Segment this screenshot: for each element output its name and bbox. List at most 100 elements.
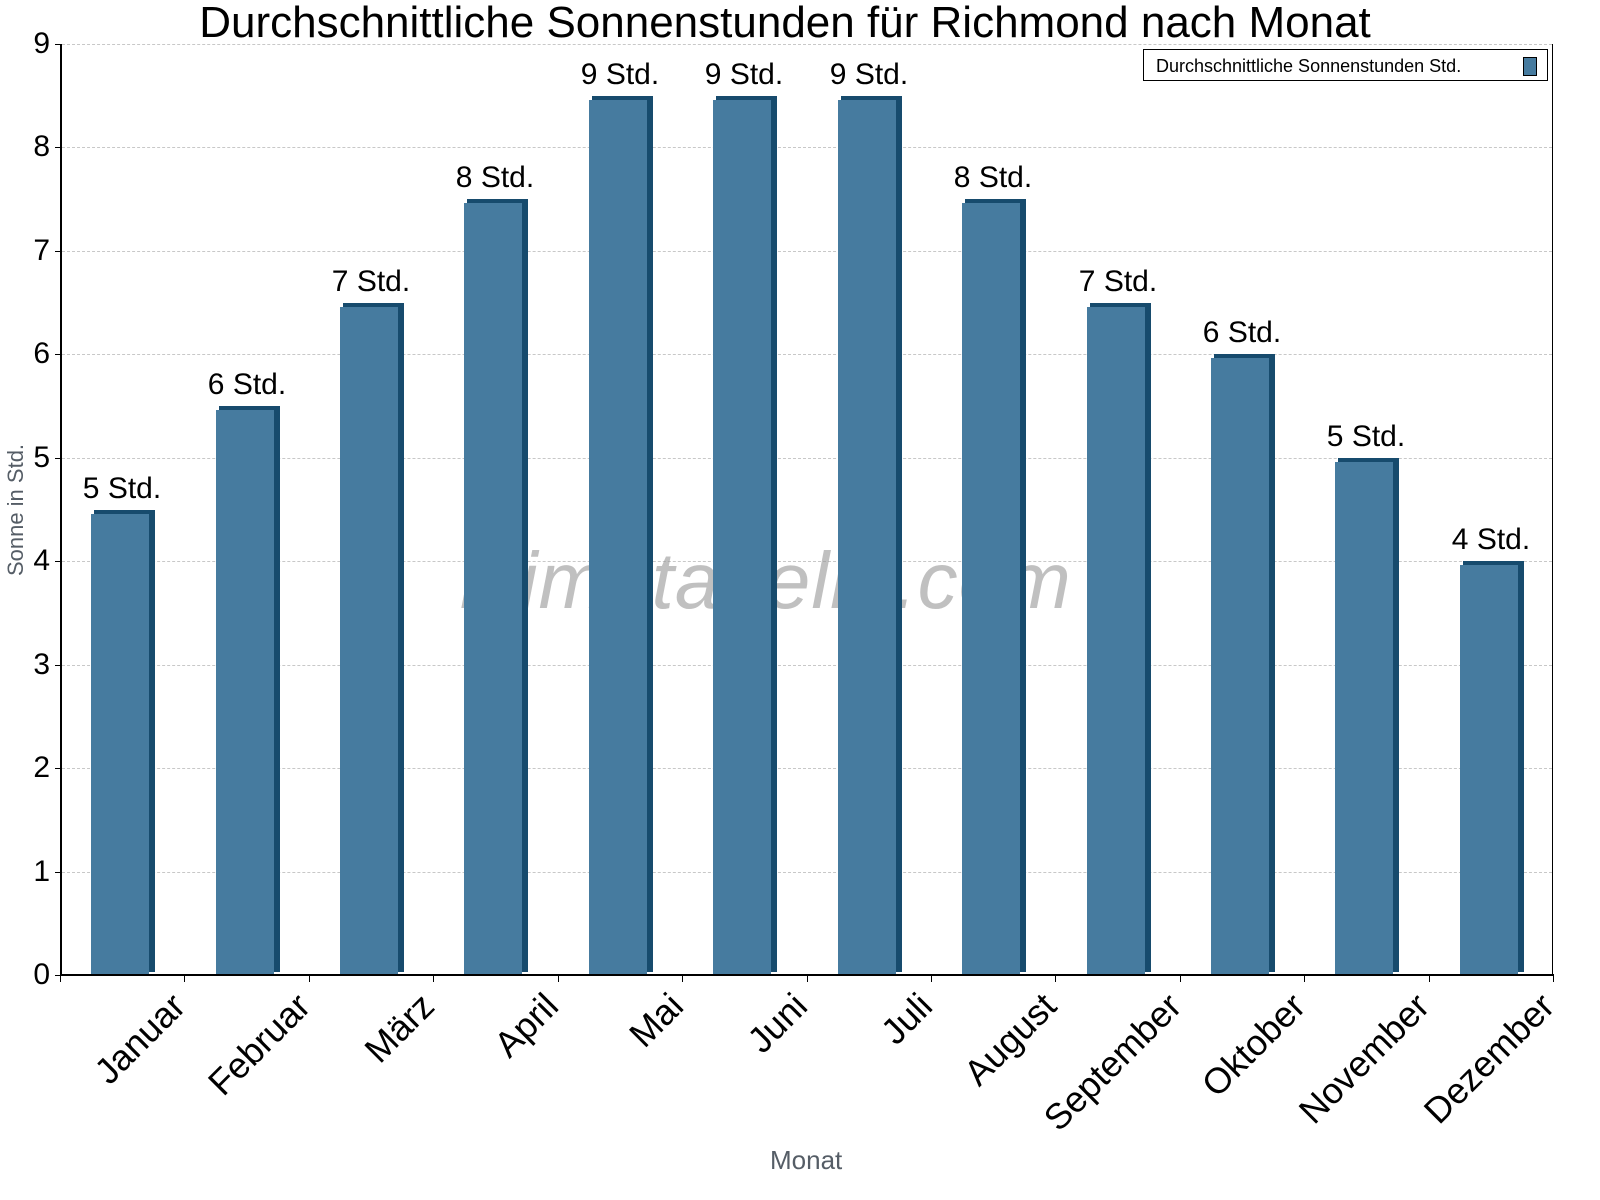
bar-front xyxy=(838,100,896,975)
legend-label: Durchschnittliche Sonnenstunden Std. xyxy=(1156,56,1462,76)
data-label: 7 Std. xyxy=(331,265,411,298)
x-tick-label: Oktober xyxy=(1193,985,1313,1105)
x-tick-label: August xyxy=(955,985,1064,1094)
bar-front xyxy=(1211,358,1269,975)
x-tick-label: Juli xyxy=(872,985,940,1053)
x-tick-mark xyxy=(558,975,559,982)
gridline xyxy=(62,768,1552,769)
x-axis-title: Monat xyxy=(770,1145,843,1175)
bar-top xyxy=(343,303,404,307)
x-tick-label: Februar xyxy=(199,985,318,1104)
data-label: 5 Std. xyxy=(1326,420,1406,453)
y-tick-mark xyxy=(55,458,61,459)
y-tick-label: 7 xyxy=(33,234,50,267)
y-tick-label: 3 xyxy=(33,648,50,681)
bar-front xyxy=(962,203,1020,975)
y-tick-mark xyxy=(55,872,61,873)
bar-top xyxy=(841,96,902,100)
x-tick-mark xyxy=(807,975,808,982)
bar-side xyxy=(274,406,280,972)
y-tick-label: 6 xyxy=(33,337,50,370)
gridline xyxy=(62,561,1552,562)
gridline xyxy=(62,872,1552,873)
x-tick-label: November xyxy=(1290,985,1437,1132)
x-tick-mark xyxy=(1055,975,1056,982)
x-tick-label: März xyxy=(356,985,442,1071)
bar-side xyxy=(771,96,777,972)
y-tick-mark xyxy=(55,147,61,148)
y-tick-mark xyxy=(55,665,61,666)
x-tick-mark xyxy=(931,975,932,982)
bar-side xyxy=(896,96,902,972)
bar-front xyxy=(589,100,647,975)
gridline xyxy=(62,44,1552,45)
data-label: 7 Std. xyxy=(1078,265,1158,298)
legend: Durchschnittliche Sonnenstunden Std. xyxy=(1143,49,1548,81)
bar-side xyxy=(1020,199,1026,972)
y-tick-label: 9 xyxy=(33,27,50,60)
data-label: 6 Std. xyxy=(1202,316,1282,349)
bar-front xyxy=(340,307,398,975)
y-tick-label: 8 xyxy=(33,130,50,163)
bar-front xyxy=(216,410,274,975)
x-tick-mark xyxy=(184,975,185,982)
bar-front xyxy=(1335,462,1393,975)
data-label: 5 Std. xyxy=(82,472,162,505)
y-tick-mark xyxy=(55,354,61,355)
data-label: 8 Std. xyxy=(455,161,535,194)
x-tick-label: Mai xyxy=(620,985,691,1056)
x-tick-mark xyxy=(60,975,61,982)
bar-top xyxy=(94,510,155,514)
data-label: 6 Std. xyxy=(207,368,287,401)
plot-right-border xyxy=(1552,44,1553,976)
y-axis-title: Sonne in Std. xyxy=(3,443,28,577)
bar-top xyxy=(1338,458,1399,462)
y-tick-mark xyxy=(55,561,61,562)
data-label: 8 Std. xyxy=(953,161,1033,194)
bar-side xyxy=(1393,458,1399,972)
data-label: 4 Std. xyxy=(1451,523,1531,556)
y-tick-mark xyxy=(55,44,61,45)
x-tick-mark xyxy=(1553,975,1554,982)
x-tick-label: Dezember xyxy=(1415,985,1562,1132)
y-tick-label: 5 xyxy=(33,441,50,474)
gridline xyxy=(62,251,1552,252)
bar-top xyxy=(1214,354,1275,358)
bar-front xyxy=(91,514,149,975)
bar-top xyxy=(965,199,1026,203)
gridline xyxy=(62,147,1552,148)
legend-swatch-icon xyxy=(1523,57,1537,76)
bar-front xyxy=(1460,565,1518,975)
gridline xyxy=(62,458,1552,459)
bar-side xyxy=(149,510,155,972)
bar-side xyxy=(522,199,528,972)
chart-title: Durchschnittliche Sonnenstunden für Rich… xyxy=(199,0,1371,47)
y-axis-line xyxy=(60,44,62,976)
bar-top xyxy=(1090,303,1151,307)
x-tick-mark xyxy=(1429,975,1430,982)
data-label: 9 Std. xyxy=(704,58,784,91)
y-tick-mark xyxy=(55,768,61,769)
bar-top xyxy=(716,96,777,100)
bar-front xyxy=(464,203,522,975)
bar-side xyxy=(1518,561,1524,972)
x-tick-label: Juni xyxy=(739,985,815,1061)
y-tick-label: 4 xyxy=(33,544,50,577)
y-tick-label: 0 xyxy=(33,958,50,991)
y-tick-mark xyxy=(55,975,61,976)
data-label: 9 Std. xyxy=(580,58,660,91)
x-tick-mark xyxy=(309,975,310,982)
data-label: 9 Std. xyxy=(829,58,909,91)
bar-front xyxy=(1087,307,1145,975)
gridline xyxy=(62,665,1552,666)
y-tick-label: 2 xyxy=(33,751,50,784)
x-tick-mark xyxy=(1304,975,1305,982)
x-tick-label: Januar xyxy=(86,985,193,1092)
x-tick-mark xyxy=(682,975,683,982)
bar-side xyxy=(1145,303,1151,972)
bar-side xyxy=(1269,354,1275,972)
gridline xyxy=(62,354,1552,355)
x-tick-mark xyxy=(433,975,434,982)
bar-front xyxy=(713,100,771,975)
bar-side xyxy=(647,96,653,972)
